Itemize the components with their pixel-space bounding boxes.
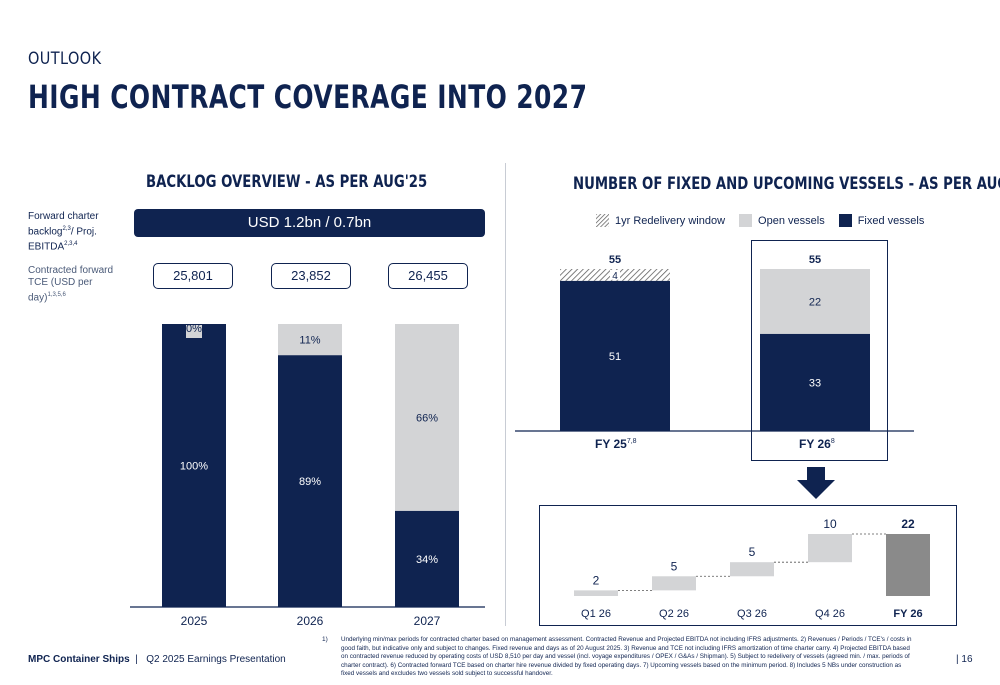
- coverage-bar-2025-0: [162, 324, 226, 607]
- vessels-value-label: 22: [809, 296, 821, 308]
- coverage-year-label: 2025: [181, 614, 208, 628]
- vessels-chart: 51 4 55 33 22 55: [515, 254, 914, 432]
- backlog-panel-title: BACKLOG OVERVIEW - AS PER AUG'25: [146, 172, 428, 192]
- coverage-year-label: 2027: [414, 614, 441, 628]
- waterfall-bar: [886, 534, 930, 596]
- coverage-bar-2026-1: [278, 324, 342, 356]
- fixed-swatch-icon: [838, 214, 852, 227]
- waterfall-axis-label: Q1 26: [581, 608, 611, 620]
- waterfall-bar: [652, 576, 696, 591]
- chart-legend: 1yr Redelivery window Open vessels Fixed…: [596, 214, 924, 227]
- coverage-value-label: 34%: [416, 554, 438, 566]
- coverage-zero-chip: [186, 325, 202, 338]
- coverage-value-label: 0%: [186, 323, 202, 335]
- vessels-total-label: 55: [809, 254, 821, 266]
- fy25-axis-label: FY 257,8: [595, 437, 637, 451]
- waterfall-bar: [808, 534, 852, 563]
- backlog-row-label: Forward charter backlog2,3/ Proj. EBITDA…: [28, 211, 99, 253]
- vessels-bar-segment: [560, 280, 670, 431]
- vessels-total-label: 55: [609, 254, 621, 266]
- open-swatch-icon: [739, 214, 753, 227]
- waterfall-bar: [730, 562, 774, 577]
- footnotes: Underlying min/max periods for contracte…: [341, 636, 912, 678]
- waterfall-value-label: 10: [823, 517, 837, 531]
- waterfall-bar: [574, 590, 618, 596]
- coverage-value-label: 89%: [299, 476, 321, 488]
- coverage-value-label: 11%: [299, 335, 320, 347]
- tce-row-label: Contracted forward TCE (USD per day)1,3,…: [28, 265, 114, 304]
- vessels-panel-title: NUMBER OF FIXED AND UPCOMING VESSELS - A…: [573, 174, 1000, 194]
- vessels-bar-segment: [760, 333, 870, 431]
- waterfall-axis-label: Q4 26: [815, 608, 845, 620]
- coverage-value-label: 100%: [180, 461, 208, 473]
- coverage-bar-2027-0: [395, 510, 459, 607]
- backlog-banner: USD 1.2bn / 0.7bn: [134, 209, 485, 237]
- vessels-value-label: 4: [612, 271, 618, 282]
- waterfall-axis-label: FY 26: [893, 608, 922, 620]
- legend-fixed: Fixed vessels: [857, 214, 925, 227]
- coverage-bar-2027-1: [395, 324, 459, 511]
- page-number: | 16: [956, 654, 973, 665]
- tce-box-2026: 23,852: [271, 263, 351, 289]
- hatched-swatch-icon: [596, 214, 609, 227]
- waterfall-value-label: 5: [671, 559, 678, 573]
- footnote-number: 1): [322, 636, 328, 643]
- section-label: OUTLOOK: [28, 49, 102, 69]
- vessels-bar-segment: [760, 269, 870, 334]
- coverage-year-label: 2026: [297, 614, 324, 628]
- hatch-label-bg: [610, 270, 620, 280]
- down-arrow-icon: [797, 467, 835, 499]
- waterfall-axis-label: Q3 26: [737, 608, 767, 620]
- footer-brand: MPC Container Ships | Q2 2025 Earnings P…: [28, 654, 286, 665]
- waterfall-axis-label: Q2 26: [659, 608, 689, 620]
- fy26-highlight-box: [751, 240, 888, 461]
- tce-box-2027: 26,455: [388, 263, 468, 289]
- page-title: HIGH CONTRACT COVERAGE INTO 2027: [28, 78, 588, 116]
- legend-open: Open vessels: [758, 214, 825, 227]
- vessels-value-label: 51: [609, 351, 621, 363]
- fy26-axis-label: FY 268: [799, 437, 835, 451]
- panel-divider: [505, 163, 506, 626]
- waterfall-chart: 2 Q1 26 5 Q2 26 5 Q3 26 10 Q4 26 22 FY 26: [574, 517, 930, 620]
- waterfall-value-label: 2: [593, 573, 600, 587]
- vessels-value-label: 33: [809, 377, 821, 389]
- coverage-value-label: 66%: [416, 412, 438, 424]
- waterfall-value-label: 22: [901, 517, 915, 531]
- coverage-chart: 100% 0% 2025 89% 11% 2026 34% 66% 2027: [130, 323, 485, 628]
- legend-redelivery: 1yr Redelivery window: [615, 214, 726, 227]
- tce-box-2025: 25,801: [153, 263, 233, 289]
- waterfall-value-label: 5: [749, 545, 756, 559]
- coverage-bar-2026-0: [278, 355, 342, 607]
- waterfall-box: [539, 505, 957, 626]
